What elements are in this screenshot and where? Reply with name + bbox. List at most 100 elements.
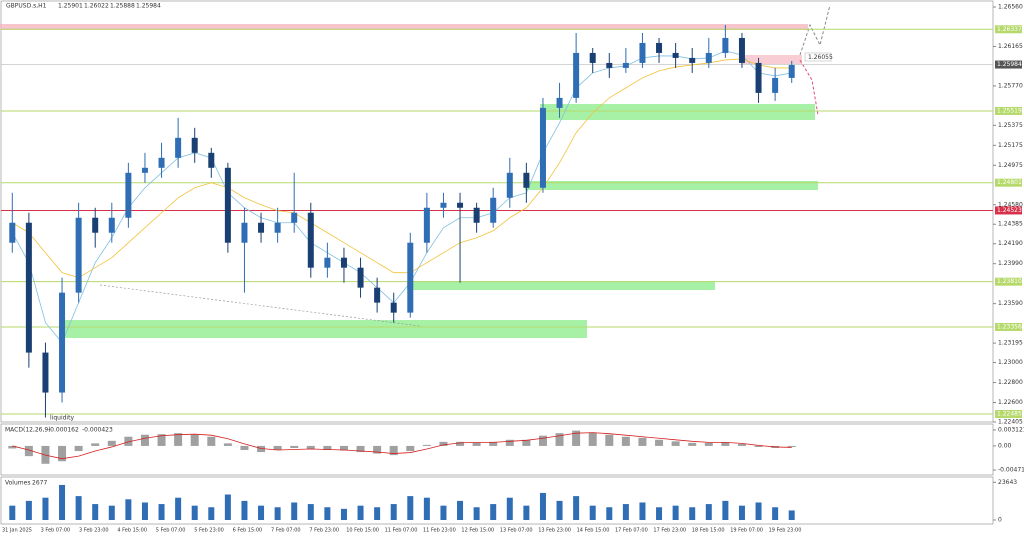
volume-bar — [241, 500, 248, 520]
candle-body — [374, 287, 381, 303]
y-tick-label: 1.23590 — [998, 300, 1023, 307]
x-tick-label: 12 Feb 15:00 — [461, 528, 494, 534]
candle-body — [407, 242, 414, 313]
level-tag — [995, 106, 1022, 115]
candle-body — [490, 197, 497, 223]
y-tick-label: 1.26165 — [998, 43, 1023, 50]
candle-body — [622, 62, 629, 68]
y-tick-label: 1.24975 — [998, 162, 1023, 169]
moving-average — [12, 58, 792, 279]
macd-bar — [655, 439, 664, 446]
macd-bar — [257, 445, 266, 453]
volume-bar — [639, 502, 646, 520]
x-tick-label: 14 Feb 15:00 — [577, 528, 610, 534]
x-tick-label: 17 Feb 07:00 — [615, 528, 648, 534]
x-tick-label: 17 Feb 23:00 — [653, 528, 686, 534]
target-box — [804, 52, 832, 62]
volume-bar — [523, 505, 530, 520]
volume-bar — [457, 500, 464, 520]
macd-bar — [522, 439, 531, 446]
x-tick-label: 5 Feb 07:00 — [156, 528, 186, 534]
panel-reading: -0.000423 — [82, 427, 113, 434]
x-tick-label: 3 Feb 23:00 — [79, 528, 109, 534]
candle-body — [506, 172, 513, 198]
volume-bar — [374, 507, 381, 520]
volume-bar — [92, 504, 99, 520]
target-zone — [742, 55, 802, 64]
macd-bar — [505, 439, 514, 446]
volume-bar — [738, 505, 745, 520]
y-tick-label: 23643 — [998, 479, 1017, 486]
level-tag — [995, 410, 1022, 419]
volume-bar — [340, 508, 347, 520]
x-tick-label: 31 Jan 2025 — [2, 528, 32, 534]
macd-bar — [174, 433, 183, 446]
volume-bar — [191, 505, 198, 520]
candle-body — [224, 167, 231, 243]
volume-bar — [622, 504, 629, 520]
level-tag — [995, 323, 1022, 332]
volume-bar — [125, 499, 132, 520]
frames — [0, 0, 994, 525]
level-label: 1.23356 — [997, 324, 1022, 331]
macd-bar — [688, 442, 697, 446]
volume-bar — [755, 502, 762, 520]
moving-average — [11, 50, 792, 344]
candle-body — [92, 217, 99, 233]
macd-bar — [572, 430, 581, 446]
x-tick-label: 13 Feb 23:00 — [538, 528, 571, 534]
support-zone — [60, 320, 587, 338]
candle-body — [722, 37, 729, 53]
y-tick-label: 1.25175 — [998, 142, 1023, 149]
volume-bar — [141, 502, 148, 520]
level-label: 1.24523 — [997, 207, 1022, 214]
volume-bar — [224, 494, 231, 520]
y-tick-label: 1.24580 — [998, 201, 1023, 208]
level-label: 1.26337 — [997, 26, 1022, 33]
volume-bar — [589, 505, 596, 520]
candle-body — [158, 157, 165, 168]
volume-bar — [689, 507, 696, 520]
volume-bar — [722, 500, 729, 520]
y-tick-label: 1.22405 — [998, 419, 1023, 426]
y-tick-label: 1.23195 — [998, 340, 1023, 347]
volume-bar — [705, 504, 712, 520]
macd-bar — [8, 445, 17, 449]
y-tick-label: 1.24190 — [998, 240, 1023, 247]
macd-bar — [406, 445, 415, 452]
candle-body — [738, 37, 745, 63]
x-tick-label: 19 Feb 23:00 — [769, 528, 802, 534]
candle-body — [672, 52, 679, 58]
candle-body — [241, 222, 248, 243]
macd-bar — [704, 442, 713, 446]
candle-body — [274, 222, 281, 233]
macd-bar — [240, 445, 249, 451]
candle-body — [788, 64, 795, 78]
macd-bar — [721, 442, 730, 446]
x-tick-label: 4 Feb 15:00 — [117, 528, 147, 534]
candle-body — [258, 222, 265, 233]
macd-bar — [339, 445, 348, 451]
x-tick-label: 5 Feb 23:00 — [194, 528, 224, 534]
volume-bar — [108, 505, 115, 520]
candle-body — [606, 62, 613, 68]
candle-body — [357, 267, 364, 288]
candle-body — [75, 217, 82, 293]
macd-bar — [74, 445, 83, 452]
support-zone — [525, 181, 818, 190]
y-tick-label: 0 — [998, 517, 1002, 524]
x-tick-label: 7 Feb 23:00 — [309, 528, 339, 534]
current-tag — [995, 60, 1022, 69]
macd-bar — [472, 442, 481, 446]
candle-body — [9, 222, 16, 243]
volume-bar — [59, 484, 66, 520]
macd-bar — [754, 445, 763, 447]
volume-bar — [158, 504, 165, 520]
y-tick-label: 1.22800 — [998, 379, 1023, 386]
plot-layer: 1.26560 1.26165 1.25770 1.25375 1.25175 1.249… — [1, 4, 1024, 534]
volume-bar — [175, 497, 182, 520]
candle-body — [589, 52, 596, 63]
y-tick-label: 1.25375 — [998, 122, 1023, 129]
macd-bar — [58, 445, 67, 462]
target-label: 1.26055 — [808, 54, 833, 61]
